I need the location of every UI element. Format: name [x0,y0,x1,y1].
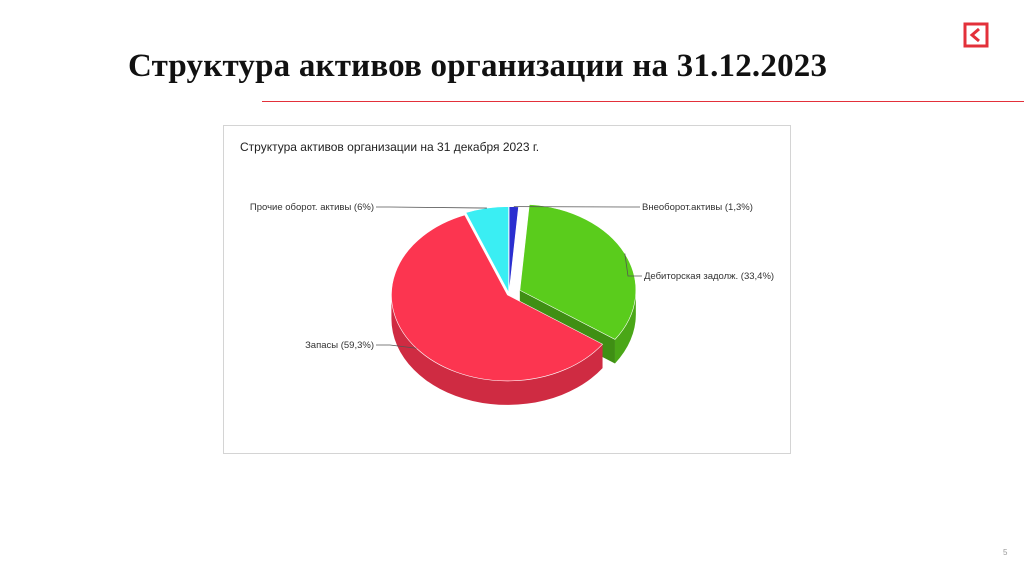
pie-slice-2-side [614,290,636,364]
pie-slice-3 [391,214,604,382]
chart-title: Структура активов организации на 31 дека… [240,140,539,154]
pie-slice-3-side [391,294,603,405]
pie-slice-1-label: Внеоборот.активы (1,3%) [642,202,753,213]
pie-slice-2-leader-line [624,253,642,277]
pie-slice-4 [465,206,509,293]
chart-frame: Структура активов организации на 31 дека… [223,125,791,454]
pie-slice-3-leader-line [376,344,417,349]
back-arrow-logo-icon[interactable] [963,22,989,48]
title-underline [262,101,1024,102]
pie-slice-4-label: Прочие оборот. активы (6%) [250,202,374,213]
pie-slice-2-label: Дебиторская задолж. (33,4%) [644,271,774,282]
pie-slice-1 [508,206,519,293]
slide-number: 5 [1003,548,1008,557]
slide-title: Структура активов организации на 31.12.2… [128,48,828,84]
pie-slice-3-label: Запасы (59,3%) [305,340,374,351]
pie-slice-4-leader-line [376,206,487,209]
pie-slice-2 [519,204,637,340]
pie-chart: Структура активов организации на 31 дека… [240,140,774,405]
